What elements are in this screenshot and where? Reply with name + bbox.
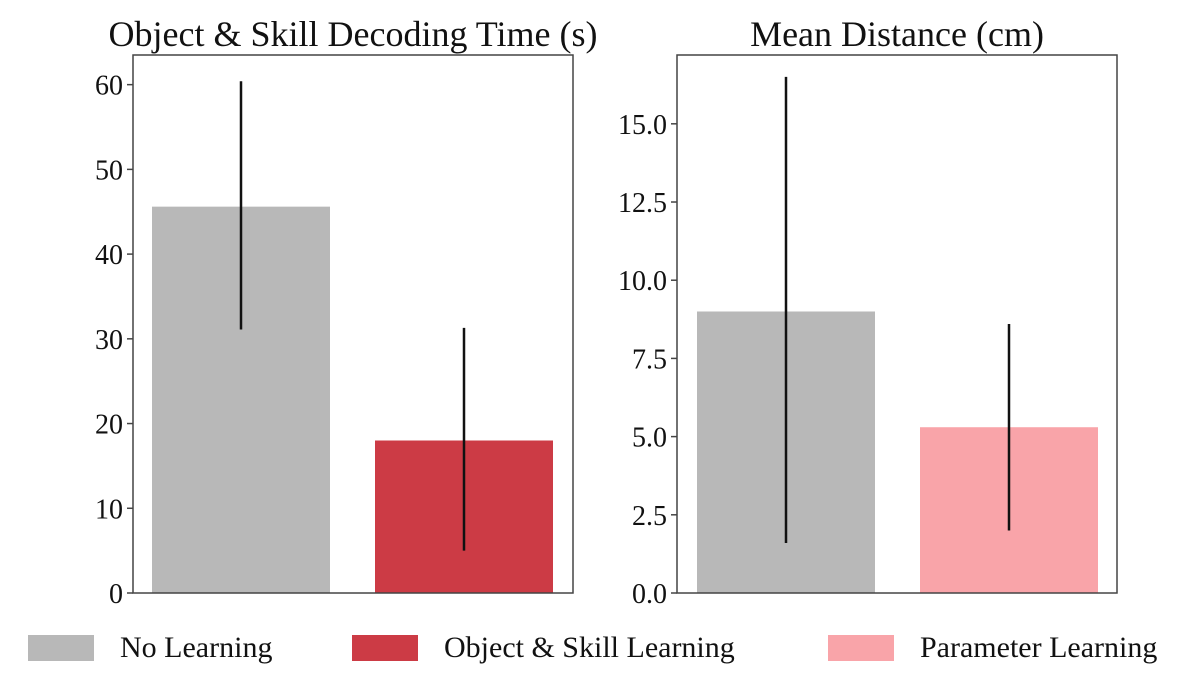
axes-frame [676, 54, 1118, 594]
y-tick-label: 0.0 [632, 579, 667, 610]
mean-distance-chart: Mean Distance (cm) 0.0 2.5 5.0 7.5 10.0 12.5 15… [618, 14, 1118, 610]
y-tick-label: 7.5 [632, 344, 667, 375]
legend-swatch-object-skill-learning [352, 635, 418, 661]
y-tick-label: 40 [95, 240, 123, 271]
chart-title: Mean Distance (cm) [750, 14, 1044, 54]
legend-item-no-learning: No Learning [28, 628, 272, 668]
chart-title: Object & Skill Decoding Time (s) [109, 14, 598, 54]
y-tick-label: 0 [109, 579, 123, 610]
y-tick-label: 15.0 [618, 110, 667, 141]
y-tick-label: 60 [95, 71, 123, 102]
y-tick-label: 30 [95, 325, 123, 356]
decoding-time-chart: Object & Skill Decoding Time (s) 0 10 20 30 4… [95, 14, 598, 610]
legend-item-parameter-learning: Parameter Learning [828, 628, 1157, 668]
legend: No Learning Object & Skill Learning Para… [0, 620, 1200, 680]
y-tick-label: 5.0 [632, 423, 667, 454]
y-tick-label: 2.5 [632, 501, 667, 532]
legend-label-object-skill-learning: Object & Skill Learning [444, 631, 735, 664]
y-tick-label: 50 [95, 155, 123, 186]
legend-swatch-parameter-learning [828, 635, 894, 661]
legend-label-parameter-learning: Parameter Learning [920, 631, 1158, 664]
legend-item-object-skill-learning: Object & Skill Learning [352, 628, 735, 668]
y-tick-label: 12.5 [618, 188, 667, 219]
legend-label-no-learning: No Learning [120, 631, 273, 664]
y-tick-label: 20 [95, 410, 123, 441]
legend-swatch-no-learning [28, 635, 94, 661]
y-tick-label: 10 [95, 494, 123, 525]
y-tick-label: 10.0 [618, 266, 667, 297]
axes-frame [132, 54, 574, 594]
